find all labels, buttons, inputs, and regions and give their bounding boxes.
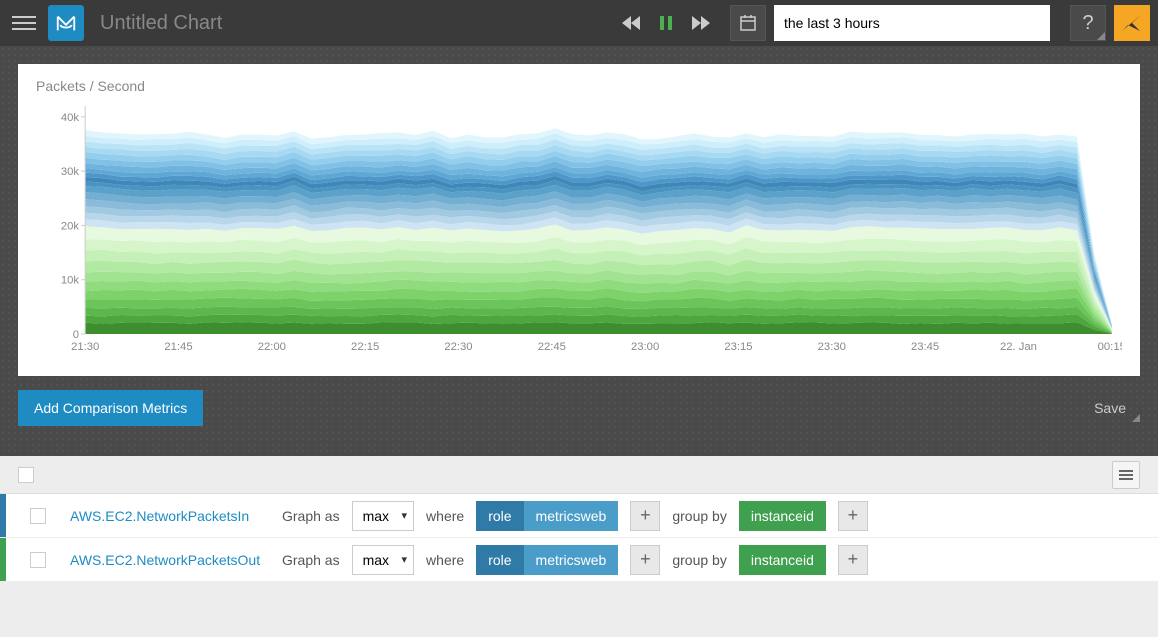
- filter-tag-group: role metricsweb: [476, 501, 618, 531]
- chart-title[interactable]: Untitled Chart: [100, 12, 222, 35]
- where-label: where: [426, 508, 464, 524]
- aggregation-select[interactable]: max: [352, 545, 414, 575]
- metrics-menu-icon[interactable]: [1112, 461, 1140, 489]
- svg-text:30k: 30k: [61, 166, 80, 178]
- where-label: where: [426, 552, 464, 568]
- metrics-panel: AWS.EC2.NetworkPacketsIn Graph as max wh…: [0, 456, 1158, 637]
- group-by-label: group by: [672, 552, 726, 568]
- metric-checkbox[interactable]: [30, 508, 46, 524]
- metric-checkbox[interactable]: [30, 552, 46, 568]
- row-color-stripe: [0, 538, 6, 581]
- add-comparison-button[interactable]: Add Comparison Metrics: [18, 390, 203, 426]
- filter-value-tag[interactable]: metricsweb: [524, 501, 619, 531]
- filter-key-tag[interactable]: role: [476, 501, 523, 531]
- svg-text:20k: 20k: [61, 221, 80, 233]
- svg-text:23:45: 23:45: [911, 341, 939, 353]
- calendar-icon[interactable]: [730, 5, 766, 41]
- group-by-tag[interactable]: instanceid: [739, 501, 826, 531]
- filter-tag-group: role metricsweb: [476, 545, 618, 575]
- hamburger-menu-icon[interactable]: [8, 7, 40, 39]
- svg-text:21:45: 21:45: [164, 341, 192, 353]
- chart-actions: Add Comparison Metrics Save: [18, 390, 1140, 426]
- metric-row: AWS.EC2.NetworkPacketsOut Graph as max w…: [0, 538, 1158, 582]
- stacked-area-chart: 0 10k 20k 30k 40k 21:30 21:45 22:00 22:15 22:30 22…: [36, 102, 1122, 362]
- app-logo-icon[interactable]: [48, 5, 84, 41]
- chart-area: Packets / Second 0 10k 20k 30k 40k 21:30 21:45…: [0, 46, 1158, 456]
- graph-as-label: Graph as: [282, 508, 340, 524]
- help-button[interactable]: ?: [1070, 5, 1106, 41]
- svg-text:22. Jan: 22. Jan: [1000, 341, 1037, 353]
- metric-name-link[interactable]: AWS.EC2.NetworkPacketsOut: [70, 552, 270, 568]
- group-by-tag[interactable]: instanceid: [739, 545, 826, 575]
- svg-text:21:30: 21:30: [71, 341, 99, 353]
- svg-text:0: 0: [73, 329, 79, 341]
- save-button[interactable]: Save: [1088, 394, 1140, 422]
- chart-y-axis-label: Packets / Second: [36, 78, 1122, 94]
- chart-card: Packets / Second 0 10k 20k 30k 40k 21:30 21:45…: [18, 64, 1140, 376]
- forward-icon[interactable]: [692, 16, 710, 30]
- group-by-label: group by: [672, 508, 726, 524]
- row-color-stripe: [0, 494, 6, 537]
- time-range-input[interactable]: [774, 5, 1050, 41]
- svg-text:22:00: 22:00: [258, 341, 286, 353]
- svg-text:10k: 10k: [61, 275, 80, 287]
- svg-text:00:15: 00:15: [1098, 341, 1122, 353]
- pause-icon[interactable]: [660, 16, 672, 30]
- rewind-icon[interactable]: [622, 16, 640, 30]
- svg-text:23:30: 23:30: [818, 341, 846, 353]
- topbar: Untitled Chart ?: [0, 0, 1158, 46]
- svg-text:23:00: 23:00: [631, 341, 659, 353]
- metrics-header: [0, 456, 1158, 494]
- add-groupby-button[interactable]: +: [838, 501, 868, 531]
- add-groupby-button[interactable]: +: [838, 545, 868, 575]
- select-all-checkbox[interactable]: [18, 467, 34, 483]
- add-filter-button[interactable]: +: [630, 501, 660, 531]
- svg-text:22:15: 22:15: [351, 341, 379, 353]
- svg-text:22:30: 22:30: [444, 341, 472, 353]
- filter-key-tag[interactable]: role: [476, 545, 523, 575]
- metric-row: AWS.EC2.NetworkPacketsIn Graph as max wh…: [0, 494, 1158, 538]
- svg-text:23:15: 23:15: [724, 341, 752, 353]
- filter-value-tag[interactable]: metricsweb: [524, 545, 619, 575]
- metric-name-link[interactable]: AWS.EC2.NetworkPacketsIn: [70, 508, 270, 524]
- svg-text:22:45: 22:45: [538, 341, 566, 353]
- playback-controls: [622, 16, 710, 30]
- svg-text:40k: 40k: [61, 112, 80, 124]
- graph-as-label: Graph as: [282, 552, 340, 568]
- add-filter-button[interactable]: +: [630, 545, 660, 575]
- aggregation-select[interactable]: max: [352, 501, 414, 531]
- brand-icon[interactable]: [1114, 5, 1150, 41]
